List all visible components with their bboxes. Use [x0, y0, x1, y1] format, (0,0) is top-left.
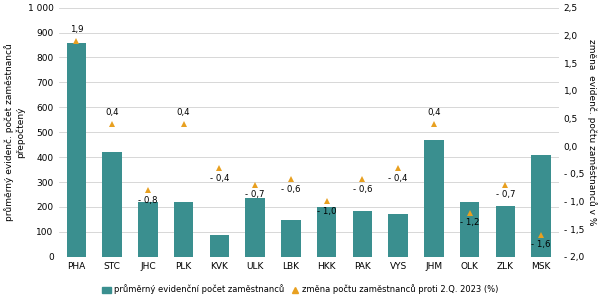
Bar: [174, 202, 194, 257]
Bar: [531, 155, 551, 257]
Text: - 0,6: - 0,6: [281, 185, 300, 194]
Text: - 0,7: - 0,7: [496, 190, 515, 199]
Bar: [424, 140, 444, 257]
Y-axis label: změna  evidenč. počtu zaměstnanců v %: změna evidenč. počtu zaměstnanců v %: [587, 39, 597, 226]
Text: 0,4: 0,4: [427, 108, 441, 117]
Text: - 0,4: - 0,4: [388, 174, 408, 183]
Bar: [67, 43, 87, 257]
Legend: průměrný evidenční počet zaměstnanců, změna počtu zaměstnanců proti 2.Q. 2023 (%: průměrný evidenční počet zaměstnanců, zm…: [99, 281, 502, 298]
Bar: [495, 207, 515, 257]
Text: - 0,7: - 0,7: [245, 190, 265, 199]
Text: - 0,6: - 0,6: [353, 185, 372, 194]
Text: - 0,8: - 0,8: [138, 196, 157, 205]
Text: 1,9: 1,9: [70, 25, 83, 34]
Bar: [102, 152, 122, 257]
Bar: [460, 202, 480, 257]
Bar: [245, 198, 265, 257]
Text: 0,4: 0,4: [105, 108, 119, 117]
Text: - 1,2: - 1,2: [460, 218, 480, 227]
Text: 0,4: 0,4: [177, 108, 191, 117]
Bar: [138, 202, 157, 257]
Bar: [317, 207, 337, 257]
Bar: [353, 211, 372, 257]
Y-axis label: průměrný evidenč. počet zaměstnanců
přepočtený: průměrný evidenč. počet zaměstnanců přep…: [4, 43, 25, 221]
Text: - 0,4: - 0,4: [210, 174, 229, 183]
Text: - 1,6: - 1,6: [531, 240, 551, 249]
Bar: [388, 214, 408, 257]
Text: - 1,0: - 1,0: [317, 207, 337, 216]
Bar: [281, 220, 300, 257]
Bar: [210, 235, 229, 257]
